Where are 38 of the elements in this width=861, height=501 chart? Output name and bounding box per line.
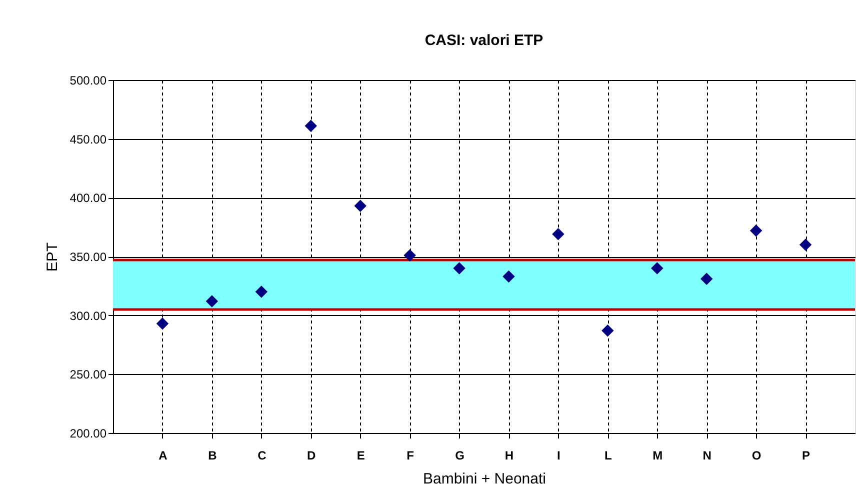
y-tick-label: 450.00 [70,132,107,146]
point [156,317,169,330]
x-tick-label: P [802,448,810,462]
point [453,262,466,274]
x-tick-label: M [652,448,663,462]
y-tick-label: 400.00 [70,191,107,206]
x-tick-label: H [504,448,514,462]
x-tick-label: D [307,448,316,462]
x-tick-label: E [356,448,365,462]
point [354,200,366,212]
point [700,272,713,285]
x-tick-label: I [557,448,560,462]
point [404,249,416,262]
x-tick-label: B [208,448,218,462]
x-tick-label: G [455,448,464,462]
x-tick-label: C [258,448,267,462]
point [750,224,762,237]
y-tick-label: 500.00 [70,74,107,88]
point [799,238,812,251]
y-tick-label: 300.00 [70,308,107,323]
point [552,228,564,240]
point [502,270,515,283]
chart-title: CASI: valori ETP [424,32,544,49]
point [304,120,317,132]
point [602,324,614,337]
y-tick-label: 350.00 [70,250,107,264]
x-tick-label: L [604,448,612,462]
point [651,262,664,274]
point [206,295,218,308]
x-tick-label: F [406,448,414,462]
x-tick-label: A [158,448,168,462]
x-tick-label: N [702,448,712,462]
point [255,286,268,298]
x-tick-label: O [752,448,762,462]
y-tick-label: 250.00 [70,368,107,382]
y-tick-label: 200.00 [70,426,107,440]
y-axis-title: EPT [44,242,61,272]
x-axis-title: Bambini + Neonati [423,470,546,488]
